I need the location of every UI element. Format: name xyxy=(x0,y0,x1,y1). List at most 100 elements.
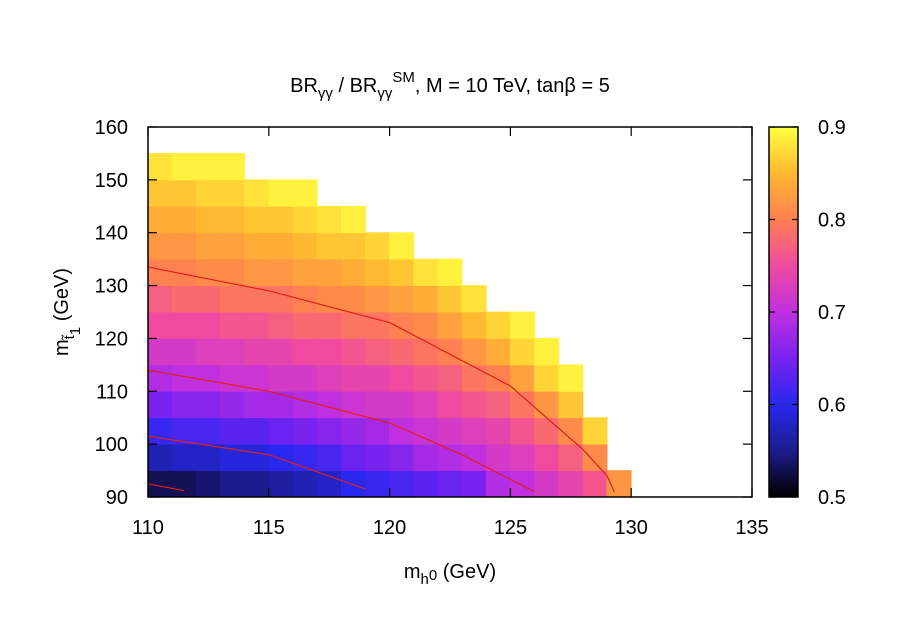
heatmap-cell xyxy=(558,417,584,445)
heatmap-cell xyxy=(461,443,487,471)
heatmap-cell xyxy=(582,443,608,471)
heatmap-cell xyxy=(171,179,197,207)
heatmap-cell xyxy=(244,338,270,366)
heatmap-cell xyxy=(485,364,511,392)
colorbar-tick-label: 0.6 xyxy=(818,395,846,417)
heatmap-cell xyxy=(292,285,318,313)
heatmap-cell xyxy=(171,443,197,471)
heatmap-cell xyxy=(461,390,487,419)
heatmap-cell xyxy=(268,443,294,471)
heatmap-cell xyxy=(316,417,342,445)
heatmap-cell xyxy=(461,311,487,339)
heatmap-cell xyxy=(582,470,608,498)
heatmap-cell xyxy=(220,153,246,181)
heatmap-cell xyxy=(437,258,463,286)
heatmap-cell xyxy=(292,258,318,286)
heatmap-cell xyxy=(413,390,439,419)
heatmap-cell xyxy=(171,285,197,313)
heatmap-cell xyxy=(316,232,342,260)
heatmap-cell xyxy=(485,311,511,339)
heatmap-cell xyxy=(485,338,511,366)
heatmap-cell xyxy=(220,285,246,313)
heatmap-cell xyxy=(389,285,415,313)
heatmap-cell xyxy=(365,258,391,286)
heatmap-cell xyxy=(534,470,560,498)
heatmap-cell xyxy=(268,470,294,498)
heatmap-cell xyxy=(195,338,221,366)
heatmap-cell xyxy=(195,179,221,207)
heatmap-cell xyxy=(365,443,391,471)
heatmap-cell xyxy=(509,364,535,392)
heatmap-cell xyxy=(268,390,294,419)
heatmap-cell xyxy=(485,417,511,445)
y-tick-label: 110 xyxy=(96,381,128,403)
heatmap-cell xyxy=(147,338,173,366)
heatmap-cell xyxy=(268,311,294,339)
heatmap-cell xyxy=(509,417,535,445)
chart-title: BRγγ / BRγγSM, M = 10 TeV, tanβ = 5 xyxy=(290,69,610,102)
heatmap-cell xyxy=(244,258,270,286)
heatmap-cell xyxy=(413,258,439,286)
x-tick-label: 110 xyxy=(132,517,164,539)
heatmap-cell xyxy=(195,390,221,419)
y-axis-label: mt̃1 (GeV) xyxy=(51,268,84,356)
heatmap-cell xyxy=(292,390,318,419)
heatmap-cell xyxy=(220,179,246,207)
heatmap-cell xyxy=(365,232,391,260)
colorbar-tick-label: 0.7 xyxy=(818,302,846,324)
heatmap-cell xyxy=(244,232,270,260)
heatmap-cell xyxy=(195,364,221,392)
heatmap-cell xyxy=(389,390,415,419)
heatmap-cell xyxy=(195,417,221,445)
heatmap-cell xyxy=(147,364,173,392)
heatmap-cell xyxy=(268,179,294,207)
heatmap-cell xyxy=(316,470,342,498)
contour-line xyxy=(147,266,615,492)
heatmap-cell xyxy=(437,364,463,392)
heatmap-cell xyxy=(534,390,560,419)
heatmap-cell xyxy=(316,443,342,471)
heatmap-cell xyxy=(389,417,415,445)
heatmap-cell xyxy=(389,338,415,366)
heatmap-cell xyxy=(244,179,270,207)
heatmap-cell xyxy=(558,364,584,392)
heatmap-cell xyxy=(365,470,391,498)
heatmap-cell xyxy=(244,417,270,445)
heatmap-cell xyxy=(534,417,560,445)
y-tick-label: 100 xyxy=(95,434,128,456)
heatmap-cell xyxy=(558,443,584,471)
heatmap-cell xyxy=(292,338,318,366)
heatmap-cell xyxy=(582,417,608,445)
heatmap-cell xyxy=(195,232,221,260)
heatmap-cell xyxy=(268,364,294,392)
heatmap-cell xyxy=(437,285,463,313)
heatmap-cell xyxy=(195,153,221,181)
heatmap-cell xyxy=(171,153,197,181)
x-tick-label: 130 xyxy=(615,517,648,539)
heatmap-cell xyxy=(413,285,439,313)
heatmap-cell xyxy=(389,232,415,260)
heatmap-cell xyxy=(461,417,487,445)
heatmap-cell xyxy=(437,443,463,471)
x-tick-label: 115 xyxy=(253,517,285,539)
heatmap-cell xyxy=(147,205,173,234)
x-tick-label: 125 xyxy=(494,517,527,539)
heatmap-cell xyxy=(220,232,246,260)
colorbar-tick-label: 0.8 xyxy=(818,210,846,232)
heatmap-cell xyxy=(147,285,173,313)
heatmap-cell xyxy=(389,470,415,498)
heatmap-cell xyxy=(147,258,173,286)
contour-line xyxy=(147,435,366,490)
heatmap-cell xyxy=(316,285,342,313)
heatmap-cell xyxy=(268,205,294,234)
heatmap-cell xyxy=(485,443,511,471)
heatmap-cell xyxy=(413,311,439,339)
heatmap-cell xyxy=(195,205,221,234)
heatmap-cell xyxy=(147,311,173,339)
heatmap-cell xyxy=(316,364,342,392)
heatmap-cell xyxy=(340,470,366,498)
heatmap-cell xyxy=(171,470,197,498)
heatmap-cell xyxy=(365,285,391,313)
y-tick-label: 150 xyxy=(95,170,128,192)
heatmap-cell xyxy=(220,364,246,392)
